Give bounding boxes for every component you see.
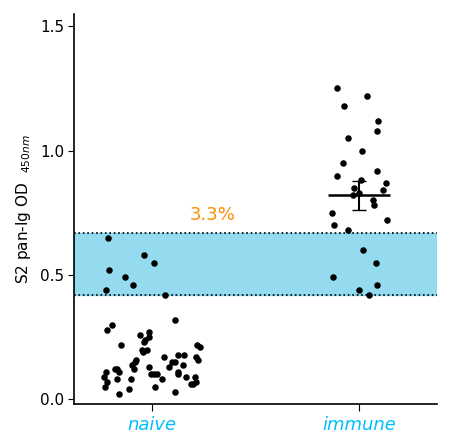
- Point: [161, 291, 169, 298]
- Point: [330, 274, 337, 281]
- Point: [104, 326, 111, 333]
- Point: [102, 368, 109, 375]
- Point: [106, 267, 113, 274]
- Point: [357, 177, 364, 184]
- Point: [192, 373, 199, 380]
- Point: [355, 190, 363, 197]
- Point: [111, 366, 119, 373]
- Point: [174, 368, 181, 375]
- Point: [161, 353, 168, 361]
- Point: [192, 353, 199, 361]
- Point: [151, 259, 158, 266]
- Point: [172, 388, 179, 396]
- Point: [340, 159, 347, 167]
- Point: [103, 286, 110, 293]
- Point: [179, 361, 186, 368]
- Point: [359, 246, 367, 254]
- Point: [139, 346, 146, 353]
- Point: [349, 192, 356, 199]
- Point: [165, 363, 172, 370]
- Point: [193, 379, 200, 386]
- Point: [171, 358, 178, 366]
- Point: [139, 349, 147, 356]
- Point: [374, 281, 381, 289]
- Point: [141, 336, 148, 343]
- Point: [153, 371, 161, 378]
- Point: [115, 368, 123, 375]
- Point: [365, 291, 373, 298]
- Point: [195, 356, 202, 363]
- Point: [132, 358, 139, 366]
- Point: [328, 209, 336, 216]
- Point: [193, 341, 200, 348]
- Point: [344, 135, 351, 142]
- Point: [113, 376, 120, 383]
- Point: [382, 179, 389, 186]
- Point: [171, 316, 178, 323]
- Point: [364, 92, 371, 99]
- Point: [145, 328, 152, 336]
- Point: [373, 259, 380, 266]
- Point: [359, 147, 366, 154]
- Point: [140, 251, 147, 258]
- Point: [115, 391, 122, 398]
- Point: [333, 85, 341, 92]
- Point: [130, 366, 137, 373]
- Point: [128, 376, 135, 383]
- Point: [101, 373, 108, 380]
- Y-axis label: S2 pan-Ig OD  $_{450nm}$: S2 pan-Ig OD $_{450nm}$: [14, 134, 33, 284]
- Point: [383, 217, 390, 224]
- Point: [117, 341, 124, 348]
- Point: [144, 346, 151, 353]
- Point: [189, 381, 196, 388]
- Point: [105, 234, 112, 241]
- Point: [168, 358, 175, 366]
- Bar: [74, 233, 437, 295]
- Point: [159, 376, 166, 383]
- Point: [129, 281, 136, 289]
- Text: 3.3%: 3.3%: [189, 206, 235, 224]
- Point: [341, 102, 348, 109]
- Point: [374, 117, 381, 125]
- Point: [355, 286, 362, 293]
- Point: [333, 172, 341, 179]
- Point: [180, 351, 187, 358]
- Point: [141, 339, 148, 346]
- Point: [175, 351, 182, 358]
- Point: [101, 383, 109, 391]
- Point: [371, 202, 378, 209]
- Point: [373, 167, 380, 174]
- Point: [113, 366, 120, 373]
- Point: [175, 371, 182, 378]
- Point: [331, 222, 338, 229]
- Point: [345, 227, 352, 234]
- Point: [183, 373, 190, 380]
- Point: [350, 185, 357, 192]
- Point: [146, 363, 153, 370]
- Point: [103, 379, 110, 386]
- Point: [379, 187, 387, 194]
- Point: [152, 383, 159, 391]
- Point: [136, 331, 143, 338]
- Point: [125, 386, 133, 393]
- Point: [196, 344, 203, 351]
- Point: [151, 371, 158, 378]
- Point: [187, 381, 194, 388]
- Point: [373, 127, 381, 134]
- Point: [128, 361, 135, 368]
- Point: [145, 334, 152, 341]
- Point: [108, 321, 115, 328]
- Point: [133, 356, 140, 363]
- Point: [147, 371, 154, 378]
- Point: [369, 197, 377, 204]
- Point: [121, 274, 129, 281]
